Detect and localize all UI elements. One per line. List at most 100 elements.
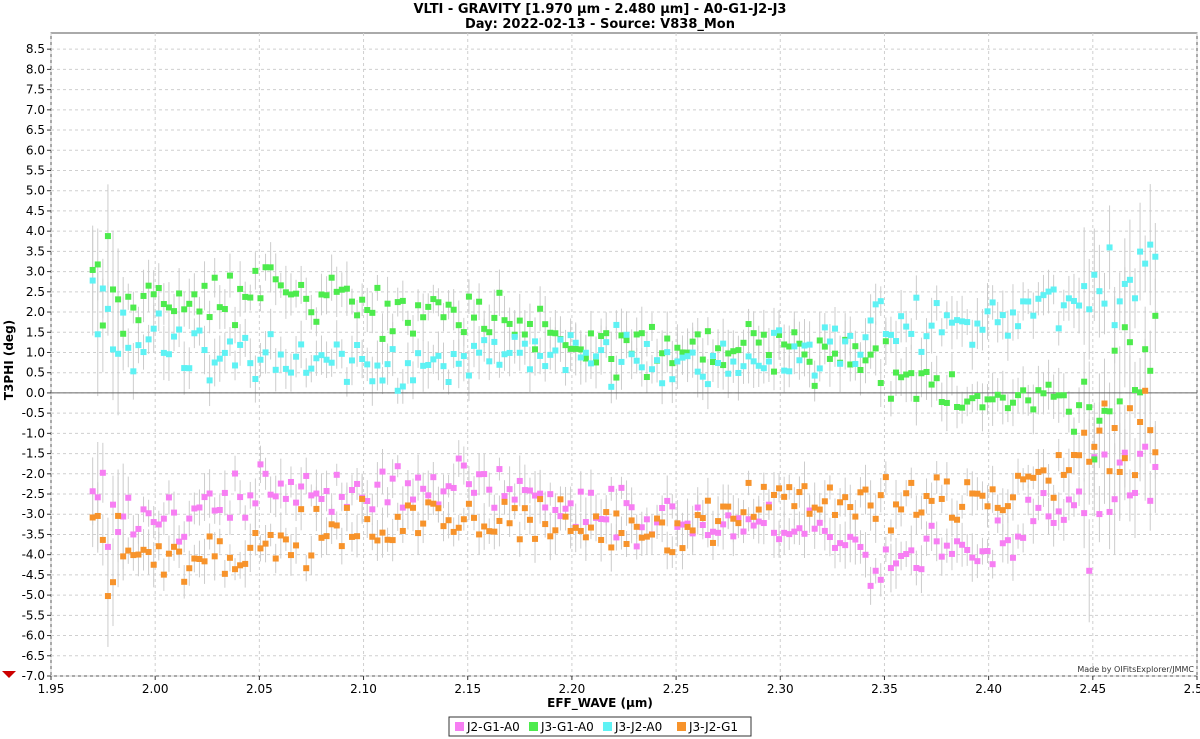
- data-point: [1020, 534, 1027, 541]
- data-point: [343, 285, 350, 292]
- data-point: [567, 500, 574, 507]
- data-point: [933, 538, 940, 545]
- data-point: [348, 357, 355, 364]
- y-tick-label: -4.5: [22, 568, 45, 582]
- data-point: [110, 346, 117, 353]
- data-point: [684, 520, 691, 527]
- data-point: [120, 513, 127, 520]
- data-point: [364, 498, 371, 505]
- data-point: [659, 350, 666, 357]
- y-tick-label: 6.5: [26, 123, 45, 137]
- data-point: [1091, 456, 1098, 463]
- data-point: [1091, 271, 1098, 278]
- data-point: [277, 532, 284, 539]
- data-point: [511, 496, 518, 503]
- data-point: [1060, 471, 1067, 478]
- data-point: [750, 513, 757, 520]
- data-point: [191, 330, 198, 337]
- data-point: [745, 516, 752, 523]
- data-point: [735, 520, 742, 527]
- data-point: [943, 312, 950, 319]
- data-point: [1147, 427, 1154, 434]
- data-point: [1055, 392, 1062, 399]
- data-point: [994, 319, 1001, 326]
- data-point: [1009, 309, 1016, 316]
- data-point: [1121, 455, 1128, 462]
- y-tick-label: -4.0: [22, 548, 45, 562]
- data-point: [847, 361, 854, 368]
- data-point: [226, 514, 233, 521]
- data-point: [867, 582, 874, 589]
- data-point: [867, 502, 874, 509]
- data-point: [348, 298, 355, 305]
- data-point: [587, 330, 594, 337]
- data-point: [465, 481, 472, 488]
- data-point: [969, 395, 976, 402]
- data-point: [511, 333, 518, 340]
- data-point: [684, 523, 691, 530]
- data-point: [770, 329, 777, 336]
- data-point: [1070, 451, 1077, 458]
- data-point: [435, 501, 442, 508]
- data-point: [582, 519, 589, 526]
- data-point: [882, 338, 889, 345]
- data-point: [440, 314, 447, 321]
- data-point: [298, 281, 305, 288]
- data-point: [964, 479, 971, 486]
- data-point: [633, 523, 640, 530]
- data-point: [730, 358, 737, 365]
- data-point: [465, 293, 472, 300]
- data-point: [628, 517, 635, 524]
- data-point: [954, 538, 961, 545]
- data-point: [140, 506, 147, 513]
- data-point: [959, 318, 966, 325]
- data-point: [211, 274, 218, 281]
- data-point: [643, 340, 650, 347]
- data-point: [608, 383, 615, 390]
- data-point: [1111, 425, 1118, 432]
- data-point: [837, 540, 844, 547]
- data-point: [954, 516, 961, 523]
- data-point: [984, 396, 991, 403]
- data-point: [176, 290, 183, 297]
- data-point: [460, 329, 467, 336]
- data-point: [928, 322, 935, 329]
- credit-text: Made by OIFitsExplorer/JMMC: [1077, 665, 1194, 674]
- data-point: [694, 504, 701, 511]
- data-point: [974, 490, 981, 497]
- y-axis-label: T3PHI (deg): [2, 320, 16, 400]
- data-point: [232, 470, 239, 477]
- data-point: [760, 520, 767, 527]
- data-point: [882, 330, 889, 337]
- data-point: [857, 543, 864, 550]
- data-point: [699, 373, 706, 380]
- data-point: [847, 504, 854, 511]
- x-tick-label: 2.10: [350, 682, 377, 696]
- data-point: [648, 531, 655, 538]
- data-point: [298, 341, 305, 348]
- data-point: [674, 344, 681, 351]
- data-point: [287, 291, 294, 298]
- y-tick-label: 6.0: [26, 143, 45, 157]
- data-point: [1009, 494, 1016, 501]
- data-point: [740, 509, 747, 516]
- y-tick-label: -3.0: [22, 507, 45, 521]
- data-point: [638, 524, 645, 531]
- data-point: [191, 505, 198, 512]
- data-point: [1111, 347, 1118, 354]
- legend-box: [448, 716, 752, 737]
- data-point: [460, 516, 467, 523]
- data-point: [389, 346, 396, 353]
- data-point: [1086, 567, 1093, 574]
- data-point: [272, 276, 279, 283]
- data-point: [460, 462, 467, 469]
- data-point: [1147, 241, 1154, 248]
- data-point: [526, 487, 533, 494]
- data-point: [176, 538, 183, 545]
- data-point: [364, 361, 371, 368]
- data-point: [740, 363, 747, 370]
- data-point: [445, 379, 452, 386]
- data-point: [333, 288, 340, 295]
- data-point: [750, 522, 757, 529]
- data-point: [430, 500, 437, 507]
